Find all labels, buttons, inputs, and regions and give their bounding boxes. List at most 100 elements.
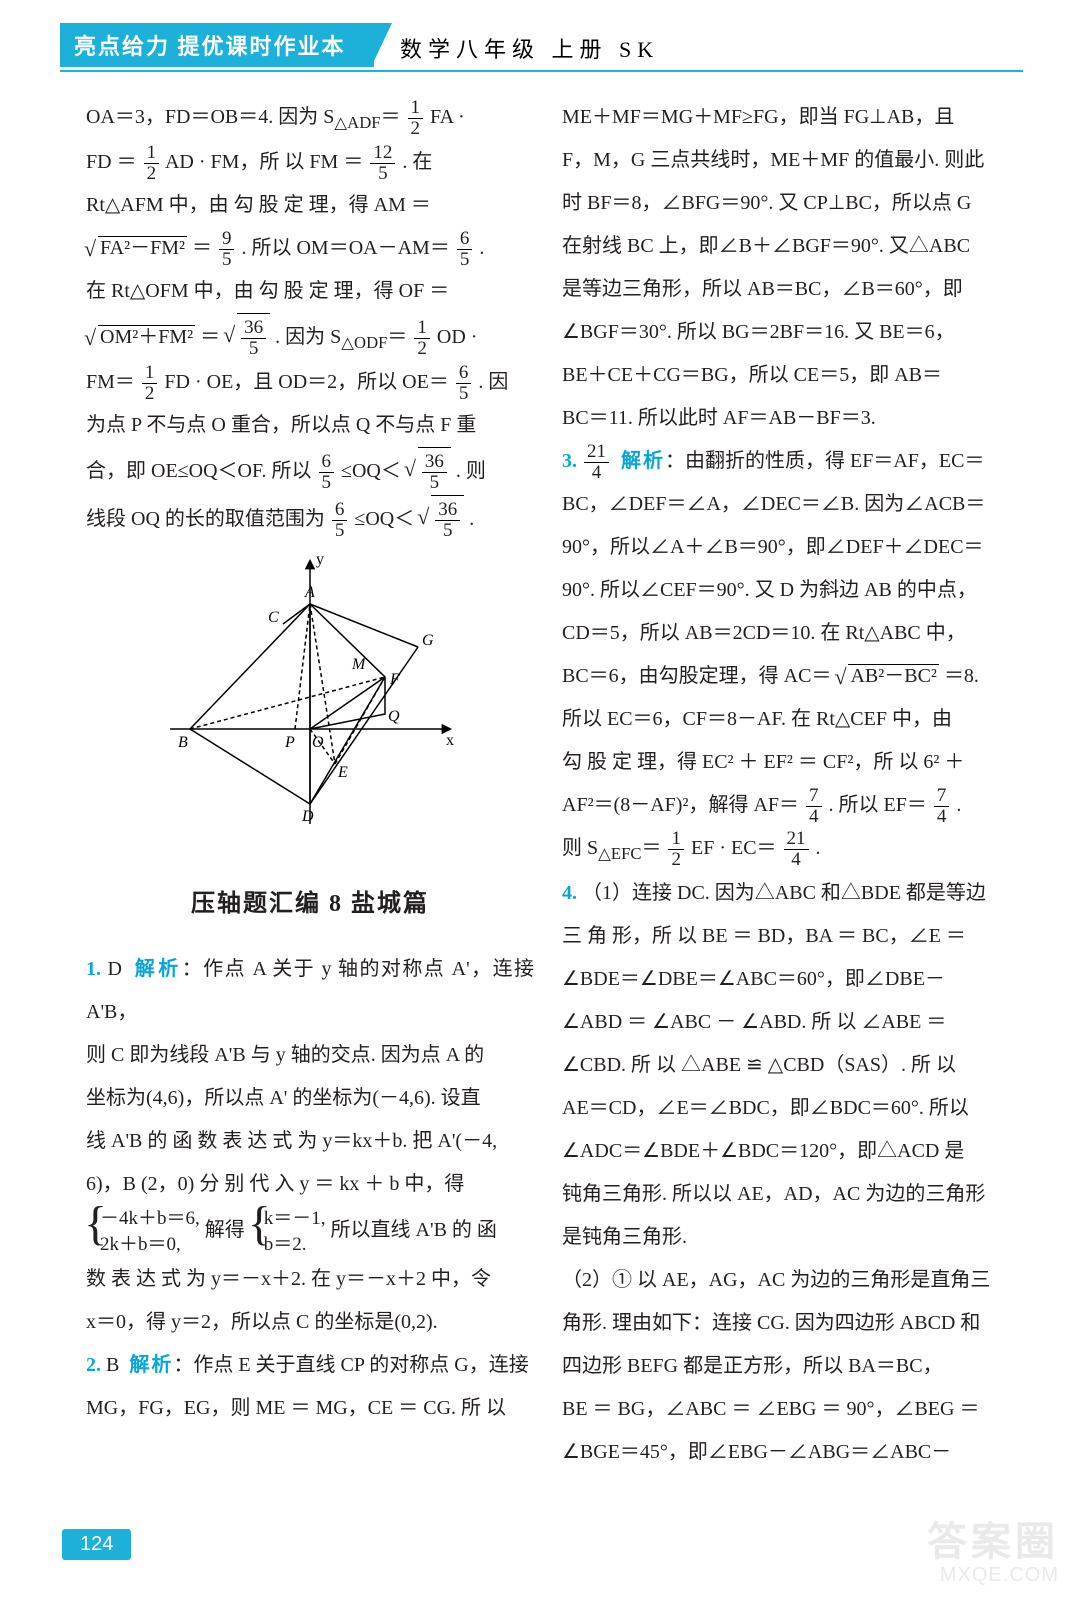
- n: 7: [806, 786, 822, 807]
- d: 5: [332, 521, 348, 541]
- text-line: 90°，所以∠A＋∠B＝90°，即∠DEF＋∠DEC＝: [562, 526, 1010, 569]
- geometry-diagram: y x: [86, 549, 534, 855]
- text-line: ∠BGE＝45°，即∠EBG－∠ABG＝∠ABC－: [562, 1431, 1010, 1474]
- frac: 65: [455, 229, 475, 270]
- svg-text:A: A: [304, 584, 315, 601]
- header-rule: [60, 70, 1023, 72]
- frac: 12: [666, 829, 686, 870]
- t: ＝: [381, 106, 401, 128]
- watermark-line2: MXQE.COM: [927, 1564, 1059, 1586]
- frac: 365: [420, 452, 449, 493]
- d: 4: [934, 807, 950, 827]
- t: OA＝3，FD＝OB＝4. 因为 S: [86, 106, 334, 128]
- n: 1: [142, 363, 158, 384]
- watermark-line1: 答案圈: [927, 1520, 1059, 1564]
- t: ：作点 E 关于直线 CP 的对称点 G，连接: [173, 1354, 528, 1376]
- svg-text:x: x: [446, 732, 454, 749]
- n: 1: [144, 143, 160, 164]
- t: FD · OE，且 OD＝2，所以 OE＝: [164, 371, 448, 393]
- frac: 12: [412, 318, 432, 359]
- d: 5: [219, 250, 235, 270]
- frac: 95: [217, 229, 237, 270]
- eq-system: k＝－1, b＝2.: [250, 1206, 326, 1257]
- d: 2: [414, 339, 430, 359]
- d: 4: [584, 463, 609, 483]
- svg-text:G: G: [422, 632, 434, 649]
- text-line: AE＝CD，∠E＝∠BDC，即∠BDC＝60°. 所以: [562, 1087, 1010, 1130]
- header-subject: 数学八年级 上册 SK: [400, 32, 659, 64]
- n: 7: [934, 786, 950, 807]
- t: ＝: [200, 326, 220, 348]
- sub: △ADF: [334, 113, 380, 132]
- n: 21: [584, 442, 609, 463]
- t: . 则: [456, 460, 486, 482]
- d: 5: [457, 250, 473, 270]
- t: （1）连接 DC. 因为△ABC 和△BDE 都是等边: [582, 882, 986, 904]
- text-line: BE ＝ BG，∠ABC ＝ ∠EBG ＝ 90°，∠BEG ＝: [562, 1388, 1010, 1431]
- t: ＝: [387, 326, 407, 348]
- analysis-tag: 解析: [129, 1354, 173, 1376]
- text-line: 所以 EC＝6，CF＝8－AF. 在 Rt△CEF 中，由: [562, 698, 1010, 741]
- text-line: ∠BGF＝30°. 所以 BG＝2BF＝16. 又 BE＝6，: [562, 311, 1010, 354]
- text-line: 勾 股 定 理，得 EC² ＋ EF² ＝ CF²，所 以 6² ＋: [562, 741, 1010, 784]
- text-line: FA²－FM² ＝ 95 . 所以 OM＝OA－AM＝ 65 .: [86, 227, 534, 270]
- t: FD ＝: [86, 151, 142, 173]
- text-line: 则 S△EFC＝ 12 EF · EC＝ 214 .: [562, 827, 1010, 872]
- sub: △ODF: [341, 333, 387, 352]
- t: . 在: [402, 151, 432, 173]
- text-line: BC，∠DEF＝∠A，∠DEC＝∠B. 因为∠ACB＝: [562, 483, 1010, 526]
- left-column: OA＝3，FD＝OB＝4. 因为 S△ADF＝ 12 FA · FD ＝ 12 …: [86, 96, 534, 1474]
- text-line: 则 C 即为线段 A'B 与 y 轴的交点. 因为点 A 的: [86, 1034, 534, 1077]
- n: 1: [408, 98, 424, 119]
- text-line: MG，FG，EG，则 ME ＝ MG，CE ＝ CG. 所 以: [86, 1387, 534, 1430]
- frac: 65: [330, 500, 350, 541]
- text-line: ME＋MF＝MG＋MF≥FG，即当 FG⊥AB，且: [562, 96, 1010, 139]
- svg-text:Q: Q: [388, 708, 400, 725]
- text-line: CD＝5，所以 AB＝2CD＝10. 在 Rt△ABC 中，: [562, 612, 1010, 655]
- sqrt: FA²－FM²: [86, 227, 187, 270]
- q3-line: 3. 214 解析：由翻折的性质，得 EF＝AF，EC＝: [562, 440, 1010, 483]
- eq: －4k＋b＝6,: [100, 1206, 200, 1232]
- text-line: 线 A'B 的 函 数 表 达 式 为 y＝kx＋b. 把 A'(－4,: [86, 1120, 534, 1163]
- text-line: ∠ABD ＝ ∠ABC － ∠ABD. 所 以 ∠ABE ＝: [562, 1001, 1010, 1044]
- d: 4: [806, 807, 822, 827]
- n: 6: [457, 229, 473, 250]
- rad: FA²－FM²: [98, 236, 187, 259]
- text-line: 在 Rt△OFM 中，由 勾 股 定 理，得 OF ＝: [86, 270, 534, 313]
- frac: 12: [140, 363, 160, 404]
- t: . 因: [478, 371, 508, 393]
- text-line: 四边形 BEFG 都是正方形，所以 BA＝BC，: [562, 1345, 1010, 1388]
- frac: 125: [368, 143, 397, 184]
- d: 5: [435, 521, 460, 541]
- t: .: [469, 508, 474, 530]
- frac: 12: [142, 143, 162, 184]
- t: AD · FM，所 以 FM ＝: [165, 151, 368, 173]
- sqrt: 365: [419, 495, 464, 543]
- eq: b＝2.: [264, 1232, 326, 1258]
- t: FA ·: [430, 106, 465, 128]
- d: 4: [784, 850, 809, 870]
- text-line: F，M，G 三点共线时，ME＋MF 的值最小. 则此: [562, 139, 1010, 182]
- n: 36: [435, 500, 460, 521]
- text-line: 90°. 所以∠CEF＝90°. 又 D 为斜边 AB 的中点，: [562, 569, 1010, 612]
- sqrt: OM²＋FM²: [86, 316, 195, 359]
- d: 5: [370, 164, 395, 184]
- text-line: 三 角 形，所 以 BE ＝ BD，BA ＝ BC，∠E ＝: [562, 915, 1010, 958]
- t: . 因为 S: [275, 326, 341, 348]
- text-line: x＝0，得 y＝2，所以点 C 的坐标是(0,2).: [86, 1301, 534, 1344]
- q4-line: 4. （1）连接 DC. 因为△ABC 和△BDE 都是等边: [562, 872, 1010, 915]
- t: 线段 OQ 的长的取值范围为: [86, 508, 325, 530]
- t: 解得: [205, 1220, 245, 1242]
- text-line: BE＋CE＋CG＝BG，所以 CE＝5，即 AB＝: [562, 354, 1010, 397]
- text-line: FD ＝ 12 AD · FM，所 以 FM ＝ 125 . 在: [86, 141, 534, 184]
- frac: 365: [433, 500, 462, 541]
- text-line: 时 BF＝8，∠BFG＝90°. 又 CP⊥BC，所以点 G: [562, 182, 1010, 225]
- svg-text:F: F: [389, 671, 400, 688]
- d: 5: [319, 473, 335, 493]
- text-line: 是钝角三角形.: [562, 1216, 1010, 1259]
- t: BC＝6，由勾股定理，得 AC＝: [562, 665, 831, 687]
- t: 则 S: [562, 837, 598, 859]
- n: 9: [219, 229, 235, 250]
- t: ＝8.: [944, 665, 979, 687]
- d: 2: [142, 384, 158, 404]
